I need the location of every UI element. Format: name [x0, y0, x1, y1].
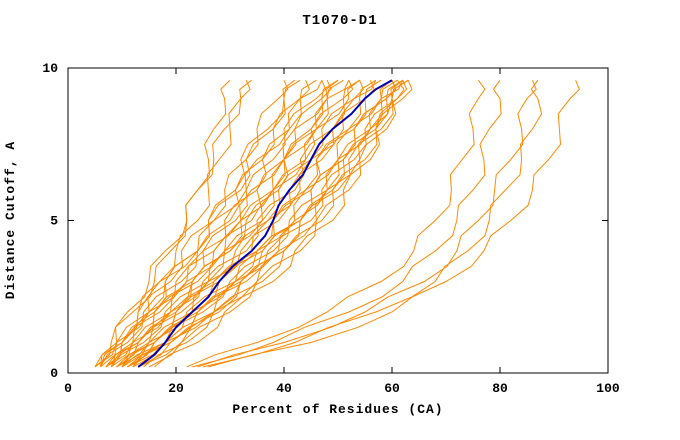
model-curve	[99, 79, 323, 367]
model-curve	[192, 79, 502, 368]
model-curve	[94, 80, 289, 368]
model-curve	[202, 79, 543, 368]
plot-frame	[67, 67, 609, 374]
x-tick-label: 100	[596, 381, 620, 396]
model-curve	[186, 79, 486, 368]
highlight-curve	[137, 79, 393, 368]
model-curve	[94, 79, 252, 368]
y-axis-label: Distance Cutoff, A	[3, 141, 18, 299]
y-tick-label: 5	[50, 214, 58, 229]
model-curve	[208, 80, 580, 368]
model-curves-group	[94, 79, 580, 368]
x-tick-label: 20	[168, 381, 184, 396]
model-curve	[116, 79, 360, 368]
axes-group: 0 20 40 60 80 100 0 5 10	[42, 61, 620, 396]
model-curve	[154, 79, 405, 368]
x-tick-label: 80	[492, 381, 508, 396]
y-tick-label: 0	[50, 366, 58, 381]
model-curve	[110, 80, 327, 368]
x-tick-label: 0	[64, 381, 72, 396]
y-tick-label: 10	[42, 61, 58, 76]
model-curve	[197, 80, 537, 368]
model-curve	[110, 79, 350, 368]
model-curve	[132, 79, 404, 368]
chart-title: T1070-D1	[302, 13, 377, 29]
model-curve	[100, 79, 296, 368]
model-curve	[138, 79, 409, 368]
x-axis-label: Percent of Residues (CA)	[232, 402, 443, 417]
x-tick-label: 40	[276, 381, 292, 396]
model-curve	[99, 80, 251, 368]
x-tick-label: 60	[384, 381, 400, 396]
